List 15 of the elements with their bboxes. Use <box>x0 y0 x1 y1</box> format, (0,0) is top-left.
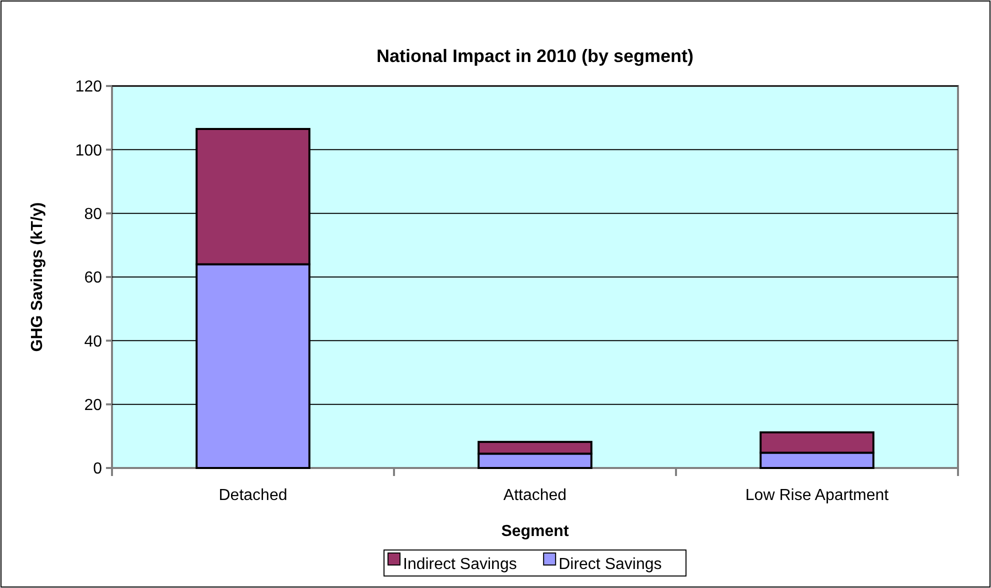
legend-label: Direct Savings <box>558 556 662 573</box>
y-axis-title: GHG Savings (kT/y) <box>29 202 46 352</box>
y-tick-label: 120 <box>75 78 102 96</box>
y-tick-label: 0 <box>93 460 102 478</box>
y-tick-label: 20 <box>84 396 102 414</box>
y-tick-label: 40 <box>84 333 102 350</box>
y-tick-label: 80 <box>84 206 102 223</box>
x-tick-label: Low Rise Apartment <box>745 487 890 504</box>
y-tick-label: 60 <box>84 270 102 287</box>
x-axis-title: Segment <box>501 523 570 540</box>
x-tick-label: Attached <box>503 487 567 504</box>
legend-label: Indirect Savings <box>403 556 517 573</box>
x-tick-label: Detached <box>218 487 288 504</box>
y-tick-label: 100 <box>75 142 102 160</box>
chart-title: National Impact in 2010 (by segment) <box>376 46 694 66</box>
